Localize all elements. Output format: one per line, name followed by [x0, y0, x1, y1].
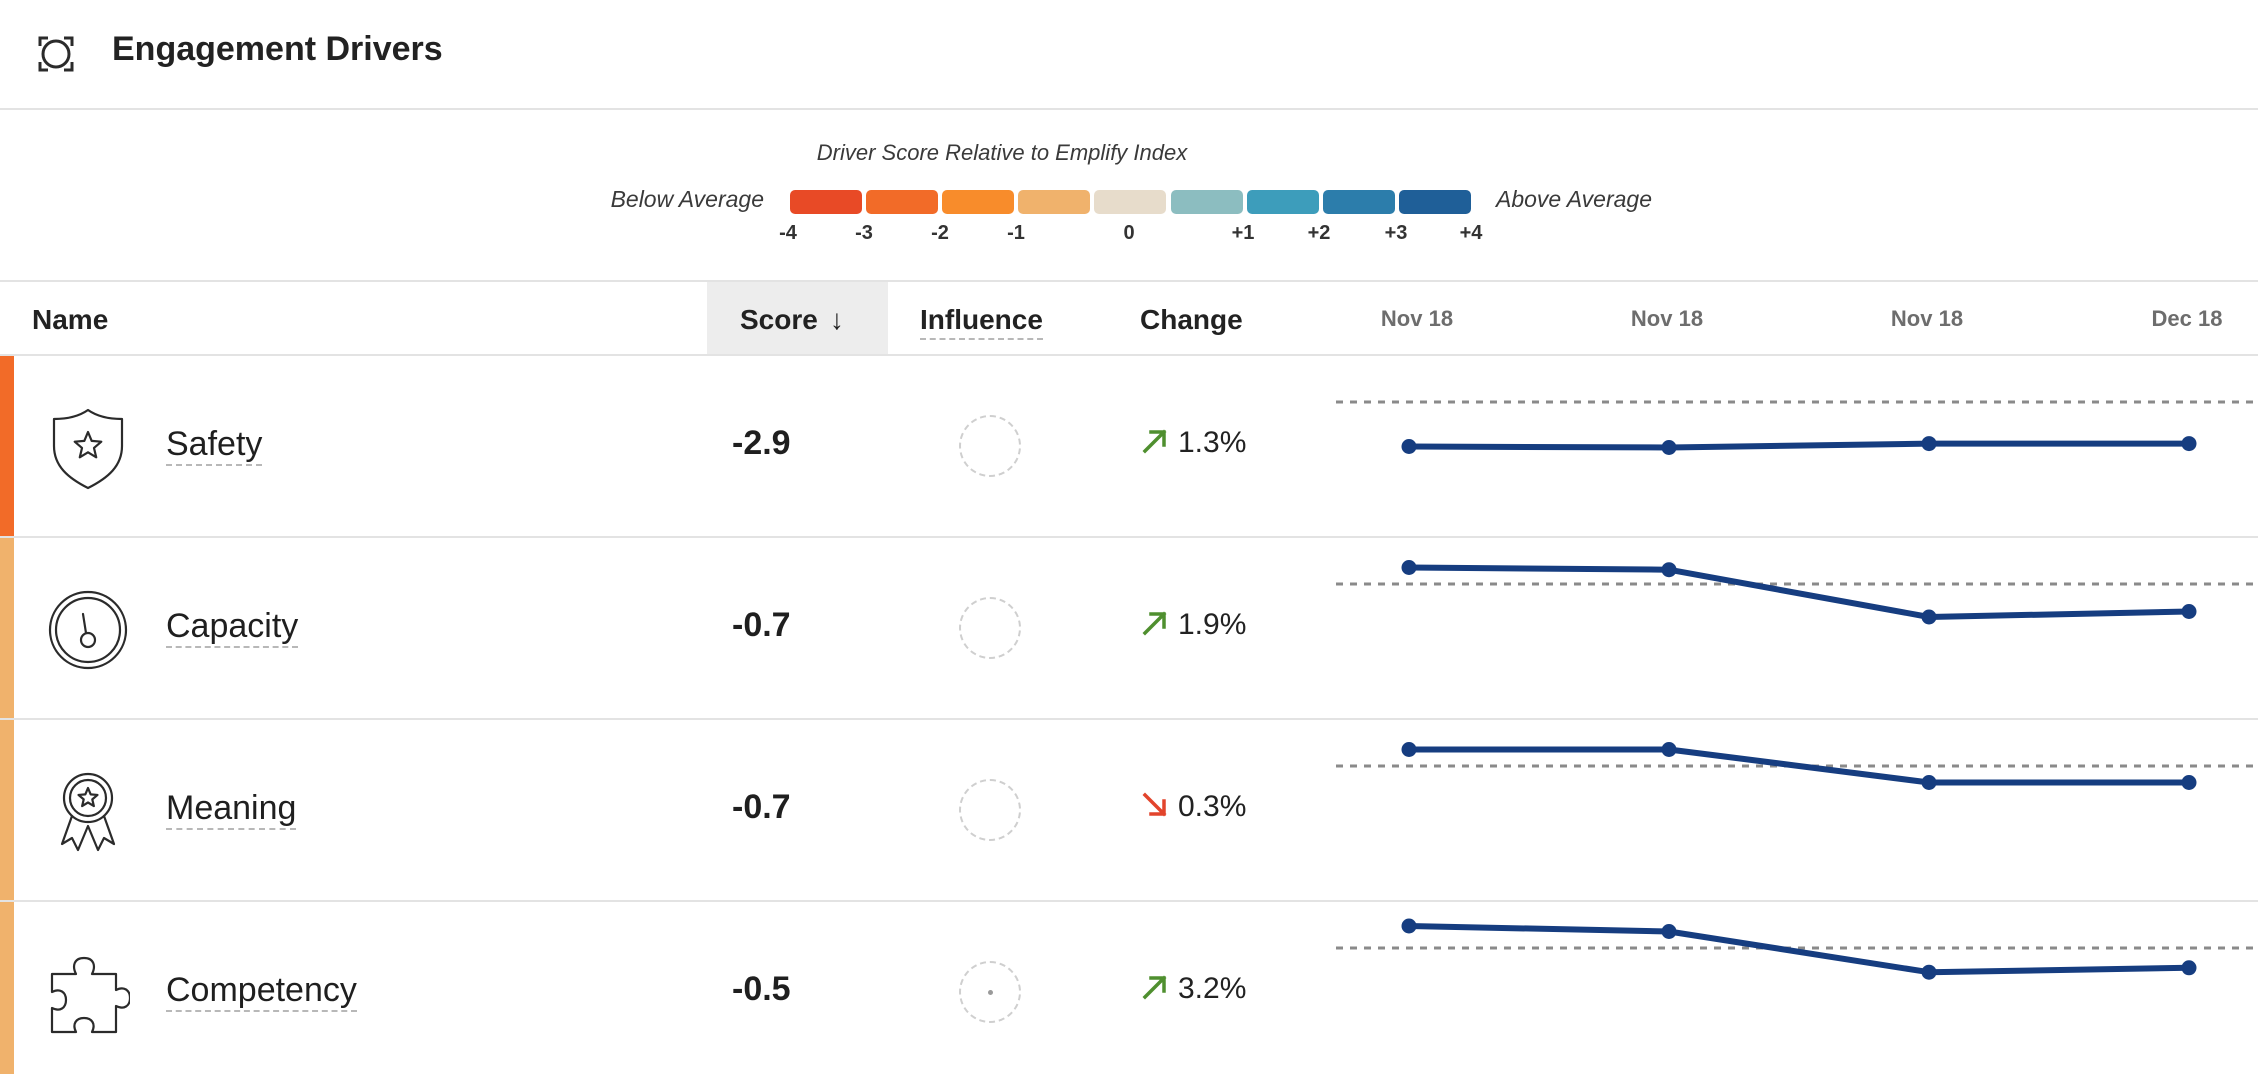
- legend-tick-label: +4: [1459, 222, 1483, 244]
- trend-sparkline: [1336, 742, 2258, 790]
- table-row[interactable]: Meaning -0.7 0.3%: [0, 720, 2258, 902]
- trend-point[interactable]: [1401, 439, 1417, 454]
- legend-swatch: [790, 190, 862, 214]
- column-header-name[interactable]: Name: [32, 304, 109, 335]
- column-header-influence[interactable]: Influence: [920, 304, 1043, 340]
- change-cell: 1.3%: [1140, 426, 1246, 460]
- trend-line: [1408, 440, 2189, 451]
- influence-indicator[interactable]: [959, 779, 1021, 841]
- column-header-change[interactable]: Change: [1140, 304, 1243, 335]
- influence-indicator[interactable]: [959, 415, 1021, 477]
- arrow-up-right-icon: [1142, 975, 1167, 1000]
- change-value: 3.2%: [1178, 972, 1247, 1005]
- change-cell: 3.2%: [1140, 972, 1246, 1006]
- timeline-date-label: Dec 18: [2151, 306, 2223, 331]
- trend-point[interactable]: [2181, 775, 2197, 790]
- trend-point[interactable]: [2181, 960, 2197, 976]
- arrow-down-right-icon: [1142, 792, 1167, 817]
- trend-line: [1408, 564, 2190, 620]
- legend-swatch: [1399, 190, 1471, 214]
- timeline-date-label: Nov 18: [1380, 306, 1454, 331]
- shield-star-icon: [52, 408, 124, 490]
- driver-score: -0.7: [732, 788, 791, 826]
- change-value: 1.3%: [1178, 426, 1247, 459]
- legend-tick-label: +1: [1231, 222, 1255, 244]
- trend-point[interactable]: [2181, 604, 2197, 619]
- trend-point[interactable]: [1401, 560, 1417, 575]
- trend-point[interactable]: [1921, 775, 1937, 790]
- table-row[interactable]: Competency -0.5 3.2%: [0, 902, 2258, 1074]
- legend-below-average-label: Below Average: [610, 186, 764, 212]
- trend-point[interactable]: [1401, 742, 1417, 757]
- trend-point[interactable]: [1921, 609, 1937, 625]
- trend-line: [1409, 746, 2189, 786]
- timeline-date-label: Nov 18: [1630, 306, 1704, 331]
- target-frame-icon: [38, 36, 74, 72]
- trend-sparkline: [1336, 400, 2258, 455]
- trend-line: [1408, 923, 2190, 976]
- score-indicator-bar: [0, 902, 14, 1074]
- trend-point[interactable]: [1661, 440, 1677, 455]
- score-indicator-bar: [0, 720, 14, 900]
- legend-tick-label: 0: [1123, 222, 1135, 244]
- driver-name[interactable]: Safety: [166, 424, 263, 466]
- driver-score: -0.7: [732, 606, 791, 644]
- puzzle-piece-icon: [50, 956, 130, 1034]
- legend-title: Driver Score Relative to Emplify Index: [816, 140, 1188, 165]
- driver-name[interactable]: Capacity: [166, 606, 299, 648]
- legend-above-average-label: Above Average: [1496, 186, 1653, 212]
- trend-point[interactable]: [1401, 918, 1417, 934]
- influence-indicator[interactable]: [959, 961, 1021, 1023]
- legend-tick-label: +3: [1384, 222, 1408, 244]
- gauge-icon: [48, 590, 128, 670]
- table-row[interactable]: Safety -2.9 1.3%: [0, 356, 2258, 538]
- legend-swatch: [942, 190, 1014, 214]
- legend-swatch: [1018, 190, 1090, 214]
- timeline-date-label: Nov 18: [1890, 306, 1964, 331]
- arrow-up-right-icon: [1142, 611, 1167, 636]
- column-header-score-label: Score: [740, 304, 818, 335]
- trend-point[interactable]: [1661, 562, 1677, 578]
- trend-point[interactable]: [1661, 924, 1677, 939]
- trend-point[interactable]: [1661, 742, 1677, 757]
- driver-score: -2.9: [732, 424, 791, 462]
- score-indicator-bar: [0, 356, 14, 536]
- legend-tick-label: -2: [931, 222, 949, 244]
- legend-tick-label: -3: [855, 222, 873, 244]
- legend-tick-label: +2: [1307, 222, 1331, 244]
- change-cell: 0.3%: [1140, 790, 1246, 824]
- legend-swatch: [1323, 190, 1395, 214]
- legend-tick-label: -4: [779, 222, 797, 244]
- score-column-highlight: [707, 282, 888, 354]
- legend-swatch: [866, 190, 938, 214]
- change-value: 1.9%: [1178, 608, 1247, 641]
- legend-tick-label: -1: [1007, 222, 1025, 244]
- table-row[interactable]: Capacity -0.7 1.9%: [0, 538, 2258, 720]
- trend-sparkline: [1336, 918, 2258, 980]
- trend-point[interactable]: [2181, 436, 2197, 452]
- change-value: 0.3%: [1178, 790, 1247, 823]
- influence-indicator[interactable]: [959, 597, 1021, 659]
- score-indicator-bar: [0, 538, 14, 718]
- arrow-up-right-icon: [1142, 429, 1167, 454]
- trend-point[interactable]: [1921, 436, 1937, 452]
- legend-swatch: [1171, 190, 1243, 214]
- legend-swatch: [1247, 190, 1319, 214]
- arrow-down-icon: ↓: [829, 304, 844, 335]
- driver-name[interactable]: Meaning: [166, 788, 297, 830]
- trend-point[interactable]: [1921, 964, 1937, 980]
- driver-score: -0.5: [732, 970, 791, 1008]
- change-cell: 1.9%: [1140, 608, 1246, 642]
- table-header: Name Score ↓ Influence Change Nov 18 Nov 1…: [0, 280, 2258, 356]
- influence-dot: [988, 990, 993, 995]
- page-title: Engagement Drivers: [112, 30, 443, 68]
- trend-sparkline: [1336, 560, 2258, 625]
- page-header: Engagement Drivers: [0, 0, 2258, 110]
- driver-name[interactable]: Competency: [166, 970, 357, 1012]
- column-header-score[interactable]: Score ↓: [740, 304, 844, 336]
- award-ribbon-icon: [60, 772, 116, 852]
- legend-swatch: [1094, 190, 1166, 214]
